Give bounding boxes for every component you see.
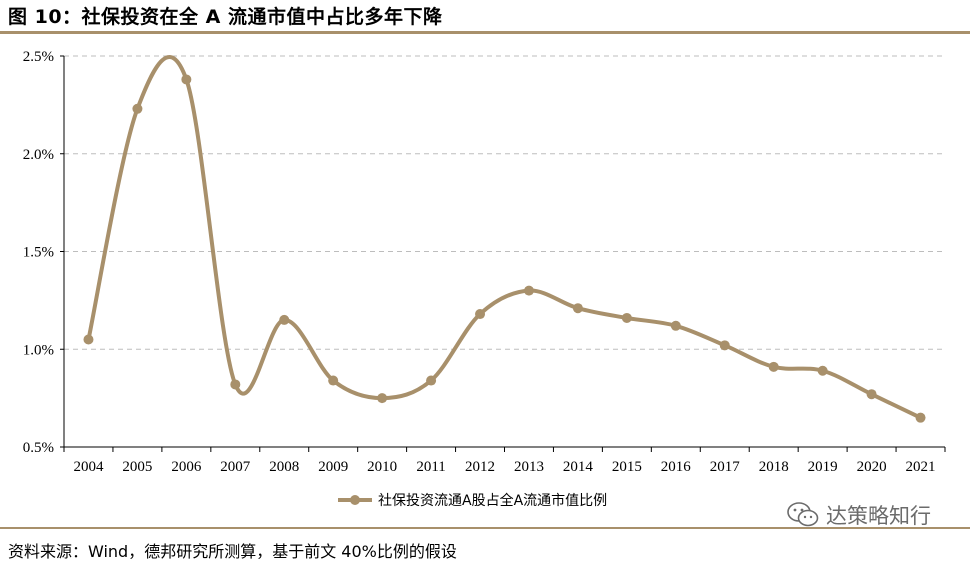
data-point: [621, 312, 632, 323]
data-point: [475, 309, 486, 320]
watermark: 达策略知行: [786, 500, 931, 530]
y-tick-label: 0.5%: [23, 440, 54, 456]
x-tick-label: 2019: [808, 459, 838, 475]
data-point: [181, 74, 192, 85]
y-tick-label: 1.5%: [23, 245, 54, 261]
wechat-icon: [787, 502, 819, 527]
legend-label: 社保投资流通A股占全A流通市值比例: [378, 492, 607, 509]
series-points: [83, 74, 926, 423]
data-point: [670, 320, 681, 331]
top-divider: [0, 31, 970, 34]
line-chart: 0.5%1.0%1.5%2.0%2.5% 2004 2005 2006 2007 200…: [23, 49, 946, 509]
bottom-divider: [0, 527, 970, 529]
series-line: [86, 55, 923, 420]
data-point: [719, 340, 730, 351]
y-tick-label: 2.0%: [23, 147, 54, 163]
axes: [60, 55, 946, 452]
x-tick-label: 2005: [122, 459, 152, 475]
x-tick-label: 2013: [514, 459, 544, 475]
x-tick-label: 2016: [661, 459, 692, 475]
data-point: [817, 365, 828, 376]
data-point: [572, 303, 583, 314]
legend: 社保投资流通A股占全A流通市值比例: [338, 492, 607, 509]
chart-title: 图 10：社保投资在全 A 流通市值中占比多年下降: [8, 6, 443, 28]
data-point: [132, 103, 143, 114]
data-point: [230, 379, 241, 390]
x-tick-label: 2004: [73, 459, 104, 475]
x-tick-label: 2017: [710, 459, 741, 475]
data-point: [83, 334, 94, 345]
x-tick-label: 2008: [269, 459, 299, 475]
x-tick-label: 2021: [906, 459, 936, 475]
source-note: 资料来源：Wind，德邦研究所测算，基于前文 40%比例的假设: [8, 542, 457, 561]
x-tick-label: 2014: [563, 459, 594, 475]
data-point: [523, 285, 534, 296]
data-point: [866, 389, 877, 400]
x-tick-label: 2020: [857, 459, 887, 475]
y-tick-labels: 0.5% 1.0% 1.5% 2.0% 2.5%: [23, 49, 54, 456]
x-tick-label: 2006: [171, 459, 202, 475]
y-tick-label: 1.0%: [23, 342, 54, 358]
x-tick-label: 2009: [318, 459, 348, 475]
data-point: [915, 412, 926, 423]
data-point: [279, 314, 290, 325]
x-tick-labels: 2004 2005 2006 2007 2008 2009 2010 2011 2012 2013…: [73, 459, 935, 475]
data-point: [768, 361, 779, 372]
y-tick-label: 2.5%: [23, 49, 54, 65]
legend-marker: [350, 495, 360, 505]
x-tick-label: 2007: [220, 459, 251, 475]
data-point: [377, 393, 388, 404]
x-tick-label: 2012: [465, 459, 495, 475]
watermark-text: 达策略知行: [826, 504, 931, 528]
data-point: [328, 375, 339, 386]
data-point: [426, 375, 437, 386]
grid-lines: [64, 55, 945, 350]
x-tick-label: 2010: [367, 459, 397, 475]
x-tick-label: 2018: [759, 459, 789, 475]
x-tick-label: 2011: [416, 459, 445, 475]
x-tick-label: 2015: [612, 459, 642, 475]
